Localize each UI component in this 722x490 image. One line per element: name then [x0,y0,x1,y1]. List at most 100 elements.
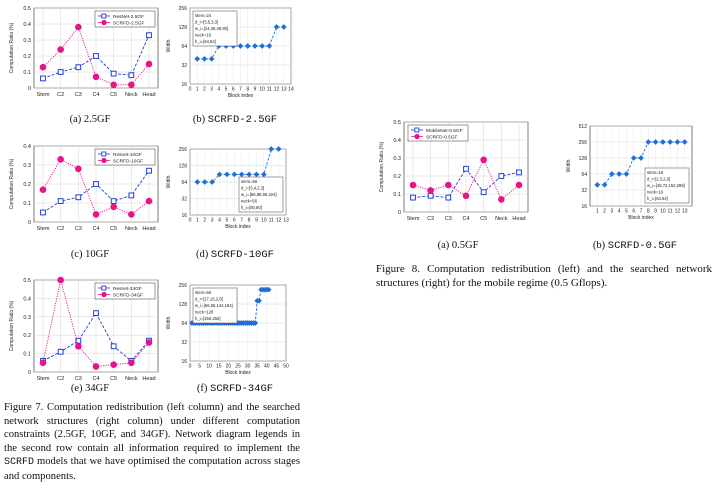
x-tick-label: 2 [603,209,606,215]
annotation-line: h_i=[64,64] [647,196,668,201]
legend-box [94,148,156,166]
chart-scrfd-34gf-width: 16 32 64 128 256 0 5 10 15 20 25 30 35 40 45 50 Block in… [160,281,290,377]
data-point [57,276,64,284]
y-tick-label: 0 [28,86,31,92]
y-tick-label: 0.5 [393,120,401,126]
x-tick-label: Stem [37,376,50,382]
data-point [145,197,153,205]
data-point [110,70,117,77]
data-point [57,348,64,355]
annotation-line: w_i=[48,72,152,288] [647,183,685,188]
data-point [427,192,434,199]
annotation-line: neck=56 [241,199,258,204]
annotation-line: neck=128 [195,310,214,315]
y-tick-label: 0.2 [393,174,401,180]
y-tick-label: 0.2 [23,54,31,60]
x-tick-label: 8 [246,87,249,93]
caption-a: (a) 2.5GF [40,114,140,125]
data-point [75,23,82,31]
data-point [39,63,47,71]
chart-svg-g: 0 0.1 0.2 0.3 0.4 0.5 Stem C2 C3 C4 C5 Neck Head Comp… [379,120,529,222]
y-tick-label: 0.1 [23,201,31,207]
chart-0-5gf-ratio: 0 0.1 0.2 0.3 0.4 0.5 Stem C2 C3 C4 C5 Neck Head Comp… [374,118,532,230]
caption-e-label: (e) 34GF [70,383,110,394]
x-tick-label: 25 [235,364,241,370]
y-tick-label: 0.3 [393,156,401,162]
legend-marker [101,13,107,19]
x-tick-label: Neck [125,92,138,98]
x-axis-label: Block index [628,215,654,221]
y-tick-label: 32 [181,340,187,346]
y-axis-label: Width [166,39,172,52]
y-tick-label: 256 [179,6,188,12]
x-tick-label: 11 [269,218,274,224]
y-tick-label: 64 [581,172,587,178]
data-point [480,156,487,164]
x-tick-label: 50 [283,364,289,370]
annotation-line: stem=56 [241,179,258,184]
data-point [40,75,46,82]
x-tick-label: 10 [206,364,212,370]
x-tick-label: C3 [75,226,82,232]
legend-label: SCRFD-34GF [113,292,143,298]
x-tick-label: 0 [189,87,192,93]
x-tick-label: Stem [37,92,50,98]
legend-marker [101,291,107,298]
x-tick-label: 3 [610,209,613,215]
x-tick-label: 4 [218,218,221,224]
annotation-box [192,287,238,324]
x-tick-label: 35 [254,364,260,370]
data-point [93,53,99,59]
y-tick-label: 0.2 [23,182,31,188]
caption-c-label: (c) 10GF [70,249,110,260]
data-point [480,189,487,196]
legend-label: Resnet-10GF [113,152,142,158]
data-point [93,181,99,187]
x-tick-label: 11 [267,87,272,93]
x-tick-label: C2 [57,226,64,232]
y-tick-label: 0 [28,220,31,226]
chart-svg-e: 0 0.1 0.2 0.3 0.4 0.5 Stem C2 C3 C4 C5 Neck Head Comp… [9,276,159,382]
annotation-line: d_i=[2,3,2,6] [647,177,670,182]
y-axis-label: Computation Ratio (%) [379,141,385,192]
x-tick-label: Head [142,92,155,98]
y-tick-label: 256 [179,147,188,153]
y-tick-label: 128 [579,156,588,162]
x-tick-label: 1 [596,209,599,215]
y-axis-label: Computation Ratio (%) [9,300,15,351]
y-tick-label: 16 [181,213,187,219]
x-tick-label: 5 [226,218,229,224]
data-point [516,169,522,176]
x-tick-label: 6 [632,209,635,215]
x-tick-label: 12 [274,87,280,93]
annotation-line: d_i=[17,16,2,8] [195,297,223,302]
y-tick-label: 0 [28,370,31,376]
y-tick-label: 128 [179,25,188,31]
data-point [145,60,153,68]
x-tick-label: 10 [261,218,267,224]
x-tick-label: 9 [255,218,258,224]
x-tick-label: 5 [198,364,201,370]
caption-h-label: (b) [592,240,608,251]
x-tick-label: 2 [203,218,206,224]
figure-7-caption-part1: Figure 7. Computation redistribution (le… [4,402,300,454]
y-tick-label: 32 [581,188,587,194]
x-tick-label: C2 [427,216,434,222]
annotation-box [238,176,284,213]
chart-scrfd-10gf-width: 16 32 64 128 256 0 1 2 3 4 5 6 7 8 9 10 11 12 13 Block inde… [160,145,290,231]
data-point [93,310,99,317]
x-tick-label: C5 [110,226,117,232]
y-axis-label: Computation Ratio (%) [9,22,15,73]
chart-34gf-ratio: 0 0.1 0.2 0.3 0.4 0.5 Stem C2 C3 C4 C5 Neck Head Comp… [4,276,162,390]
data-point [110,361,117,368]
x-tick-label: Neck [495,216,508,222]
figure-7-caption-model: SCRFD [4,457,35,469]
data-point [498,173,505,179]
x-tick-label: C4 [92,226,99,232]
annotation-line: neck=16 [195,33,212,38]
y-tick-label: 0.4 [23,296,31,302]
annotation-line: h_i=[80,80] [241,205,262,210]
legend-box [94,282,156,300]
data-point [75,165,82,173]
